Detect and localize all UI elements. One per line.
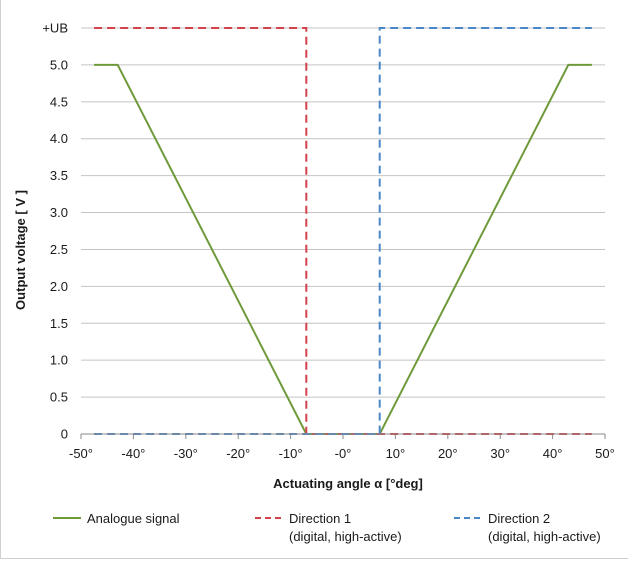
y-tick-labels: 0 0.5 1.0 1.5 2.0 2.5 3.0 3.5 4.0 4.5 5.0 +UB [42,21,68,442]
legend-label: Analogue signal [87,511,180,526]
x-tick-label: 50° [595,446,615,461]
series-line-2 [94,27,592,435]
legend-label-line2: (digital, high-active) [488,529,601,544]
x-axis-title: Actuating angle α [°deg] [273,476,423,491]
x-tick-label: 40° [543,446,563,461]
grid-lines [81,27,605,398]
series-line-3 [94,27,592,435]
x-tick-label: 10° [386,446,406,461]
x-tick-label: -30° [174,446,198,461]
y-tick-label: +UB [42,21,68,36]
y-tick-label: 5.0 [50,57,68,72]
y-axis-title: Output voltage [ V ] [13,190,28,310]
x-tick-label: 30° [490,446,510,461]
y-tick-label: 0 [61,427,68,442]
x-tick-label: 20° [438,446,458,461]
y-tick-label: 2.0 [50,279,68,294]
y-tick-label: 4.5 [50,94,68,109]
y-tick-label: 3.5 [50,168,68,183]
x-tick-label: -0° [335,446,352,461]
y-tick-label: 2.5 [50,242,68,257]
legend-label: Direction 2 [488,511,550,526]
x-tick-label: -40° [121,446,145,461]
y-tick-label: 0.5 [50,390,68,405]
x-tick-label: -10° [279,446,303,461]
x-tick-label: -20° [226,446,250,461]
y-tick-label: 1.0 [50,353,68,368]
x-tick-label: -50° [69,446,93,461]
x-tick-labels: -50° -40° -30° -20° -10° -0° 10° 20° 30° 40° 50° [69,434,615,461]
legend-label-line2: (digital, high-active) [289,529,402,544]
legend-label: Direction 1 [289,511,351,526]
y-tick-label: 3.0 [50,205,68,220]
y-tick-label: 4.0 [50,131,68,146]
legend: Analogue signal Direction 1 (digital, high… [53,511,601,544]
y-tick-label: 1.5 [50,316,68,331]
series-lines [94,27,592,435]
